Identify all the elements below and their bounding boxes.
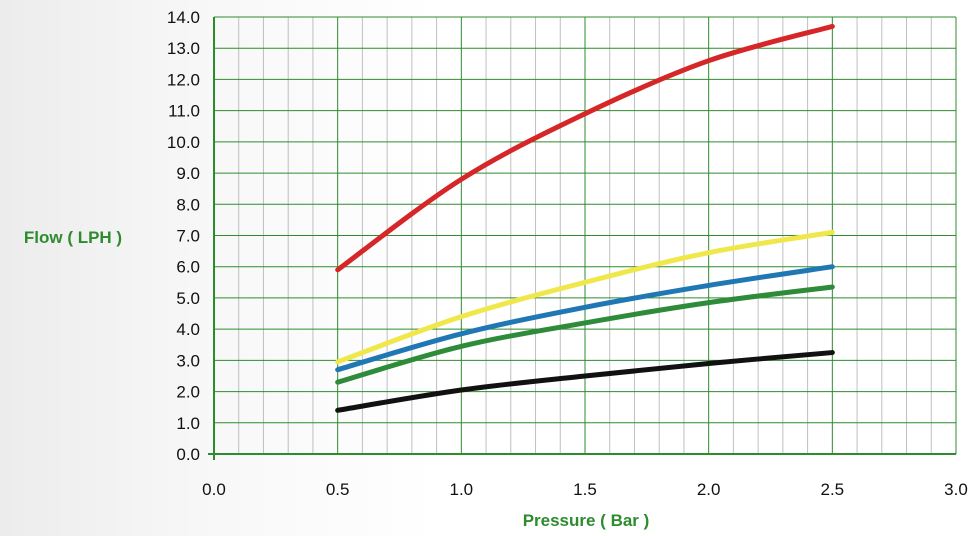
y-tick-label: 2.0	[176, 383, 200, 402]
y-tick-label: 1.0	[176, 414, 200, 433]
x-tick-label: 1.0	[450, 480, 474, 499]
y-tick-label: 9.0	[176, 164, 200, 183]
series-line-4	[335, 284, 835, 385]
y-tick-label: 3.0	[176, 351, 200, 370]
y-tick-label: 10.0	[167, 133, 200, 152]
x-tick-label: 2.0	[697, 480, 721, 499]
y-tick-label: 14.0	[167, 8, 200, 27]
x-axis-label: Pressure ( Bar )	[523, 511, 650, 530]
y-tick-label: 12.0	[167, 70, 200, 89]
y-axis-label: Flow ( LPH )	[24, 228, 122, 247]
grid	[214, 16, 957, 454]
y-tick-label: 5.0	[176, 289, 200, 308]
series-line-3	[335, 264, 835, 373]
y-tick-label: 11.0	[168, 102, 200, 121]
series-lines	[335, 23, 835, 413]
axes	[208, 17, 956, 460]
x-tick-label: 3.0	[944, 480, 968, 499]
y-tick-label: 4.0	[176, 320, 200, 339]
tick-labels: 0.0 1.0 2.0 3.0 4.0 5.0 6.0 7.0 8.0 9.0 10.0 11.0 12…	[167, 8, 968, 499]
y-tick-label: 8.0	[176, 195, 200, 214]
x-tick-label: 0.0	[202, 480, 226, 499]
y-tick-label: 0.0	[176, 445, 200, 464]
x-tick-label: 2.5	[821, 480, 845, 499]
x-tick-label: 1.5	[573, 480, 597, 499]
series-line-5	[335, 350, 835, 413]
series-line-1	[335, 23, 835, 273]
y-tick-label: 13.0	[167, 39, 200, 58]
y-tick-label: 7.0	[176, 227, 200, 246]
y-tick-label: 6.0	[176, 258, 200, 277]
series-line-2	[335, 229, 835, 365]
x-tick-label: 0.5	[326, 480, 350, 499]
